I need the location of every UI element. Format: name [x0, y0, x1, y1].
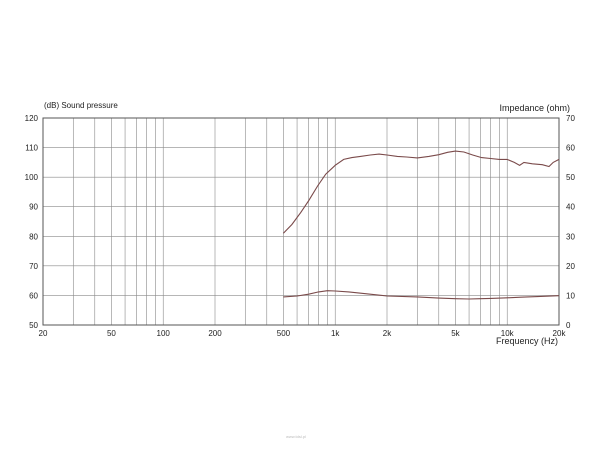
data-series: [283, 150, 560, 300]
right-y-tick-label: 70: [566, 114, 575, 123]
x-tick-label: 500: [277, 329, 291, 338]
x-tick-label: 100: [157, 329, 171, 338]
right-y-tick-label: 40: [566, 203, 575, 212]
impedance-curve: [283, 290, 560, 300]
x-tick-label: 2k: [383, 329, 392, 338]
x-tick-label: 1k: [331, 329, 340, 338]
x-axis-label: Frequency (Hz): [495, 336, 558, 346]
left-y-tick-label: 70: [29, 262, 38, 271]
left-y-tick-label: 110: [25, 144, 38, 153]
right-y-tick-label: 50: [566, 173, 575, 182]
x-tick-label: 50: [107, 329, 116, 338]
x-tick-label: 20k: [553, 329, 567, 338]
left-y-tick-label: 80: [29, 232, 38, 241]
sound-pressure-curve: [283, 150, 560, 234]
right-axis-label: Impedance (ohm): [499, 103, 570, 113]
x-tick-label: 10k: [501, 329, 515, 338]
x-tick-label: 20: [39, 329, 48, 338]
left-y-tick-label: 50: [29, 321, 38, 330]
left-y-tick-label: 120: [25, 114, 39, 123]
left-y-tick-label: 100: [25, 173, 39, 182]
watermark: www.tdsl.pl: [286, 434, 307, 439]
x-tick-label: 200: [208, 329, 222, 338]
right-y-tick-label: 60: [566, 144, 575, 153]
left-y-tick-label: 90: [29, 203, 38, 212]
right-y-tick-label: 10: [566, 291, 575, 300]
left-axis-label: (dB) Sound pressure: [44, 101, 118, 110]
grid-lines: [42, 117, 560, 326]
right-y-tick-label: 30: [566, 232, 575, 241]
left-y-tick-label: 60: [29, 291, 38, 300]
plot-frame: [42, 117, 560, 326]
x-tick-label: 5k: [451, 329, 460, 338]
right-y-tick-label: 0: [566, 321, 571, 330]
right-y-tick-label: 20: [566, 262, 575, 271]
